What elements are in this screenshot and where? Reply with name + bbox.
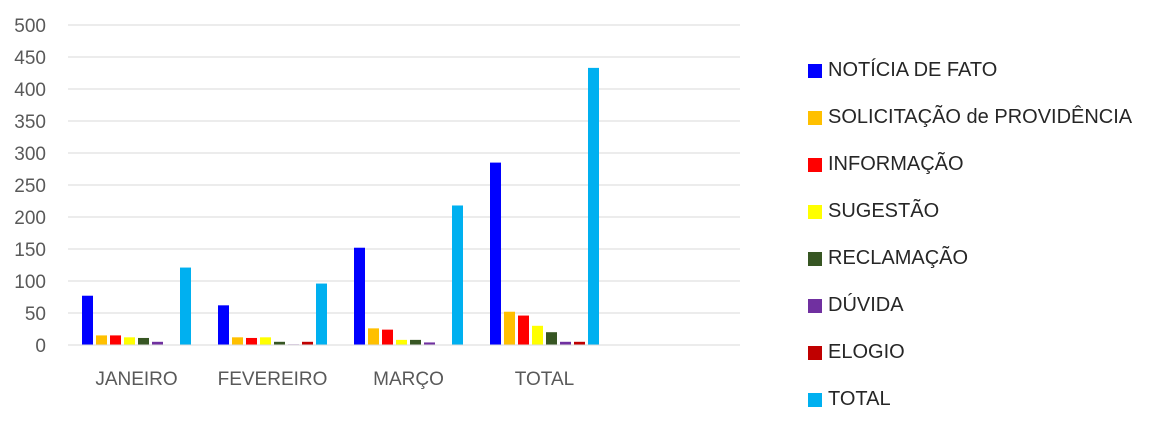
y-tick-label: 500	[14, 16, 46, 37]
legend-item: RECLAMAÇÃO	[808, 235, 1132, 282]
bar	[532, 325, 543, 345]
legend-swatch	[808, 251, 822, 266]
legend-item: SOLICITAÇÃO de PROVIDÊNCIA	[808, 94, 1132, 141]
legend-label: SUGESTÃO	[828, 200, 940, 222]
bar	[274, 341, 285, 345]
bar	[354, 247, 365, 345]
bar	[110, 335, 121, 345]
gridlines	[68, 24, 740, 346]
y-axis: 0 50 100 150 200 250 300 350 400 450 500	[14, 16, 46, 357]
bar	[368, 328, 379, 345]
legend-label: NOTÍCIA DE FATO	[828, 59, 998, 81]
bar	[560, 341, 571, 345]
legend-swatch	[808, 157, 822, 172]
y-tick-label: 0	[35, 336, 46, 357]
y-tick-label: 150	[14, 240, 46, 261]
x-tick-label: FEVEREIRO	[218, 369, 328, 390]
y-tick-label: 300	[14, 144, 46, 165]
bar	[96, 335, 107, 345]
bar	[124, 337, 135, 345]
y-tick-label: 450	[14, 48, 46, 69]
y-tick-label: 250	[14, 176, 46, 197]
legend-swatch	[808, 298, 822, 313]
legend-item: DÚVIDA	[808, 282, 1132, 329]
bar	[452, 205, 463, 345]
bar	[546, 332, 557, 345]
legend-label: RECLAMAÇÃO	[828, 247, 969, 269]
x-tick-label: MARÇO	[373, 369, 444, 390]
bar	[82, 295, 93, 345]
bar	[260, 337, 271, 345]
legend-label: DÚVIDA	[828, 294, 904, 316]
bar	[246, 337, 257, 345]
legend: NOTÍCIA DE FATO SOLICITAÇÃO de PROVIDÊNCI…	[808, 47, 1132, 423]
legend-item: SUGESTÃO	[808, 188, 1132, 235]
legend-item: NOTÍCIA DE FATO	[808, 47, 1132, 94]
bar	[518, 315, 529, 345]
legend-item: ELOGIO	[808, 329, 1132, 376]
bar	[180, 267, 191, 345]
bar-chart: 0 50 100 150 200 250 300 350 400 450 500 JANEIRO FE…	[14, 16, 740, 390]
bar	[504, 311, 515, 345]
x-tick-label: JANEIRO	[95, 369, 177, 390]
legend-label: ELOGIO	[828, 341, 905, 363]
legend-swatch	[808, 63, 822, 78]
legend-item: TOTAL	[808, 376, 1132, 423]
y-tick-label: 50	[25, 304, 46, 325]
y-tick-label: 200	[14, 208, 46, 229]
legend-swatch	[808, 110, 822, 125]
bar	[152, 341, 163, 345]
legend-swatch	[808, 204, 822, 219]
legend-label: TOTAL	[828, 388, 891, 410]
bar	[138, 337, 149, 345]
y-tick-label: 400	[14, 80, 46, 101]
bar	[218, 305, 229, 345]
bars	[82, 67, 599, 345]
bar	[424, 342, 435, 345]
legend-swatch	[808, 345, 822, 360]
legend-label: INFORMAÇÃO	[828, 153, 964, 175]
y-tick-label: 350	[14, 112, 46, 133]
legend-swatch	[808, 392, 822, 407]
x-axis: JANEIRO FEVEREIRO MARÇO TOTAL	[68, 344, 740, 390]
bar	[588, 67, 599, 345]
bar	[490, 162, 501, 345]
y-tick-label: 100	[14, 272, 46, 293]
bar	[396, 339, 407, 345]
legend-label: SOLICITAÇÃO de PROVIDÊNCIA	[828, 106, 1133, 128]
bar	[316, 283, 327, 345]
bar	[232, 337, 243, 345]
bar	[410, 339, 421, 345]
bar	[302, 341, 313, 345]
x-tick-label: TOTAL	[515, 369, 574, 390]
bar	[574, 341, 585, 345]
legend-item: INFORMAÇÃO	[808, 141, 1132, 188]
bar	[382, 329, 393, 345]
